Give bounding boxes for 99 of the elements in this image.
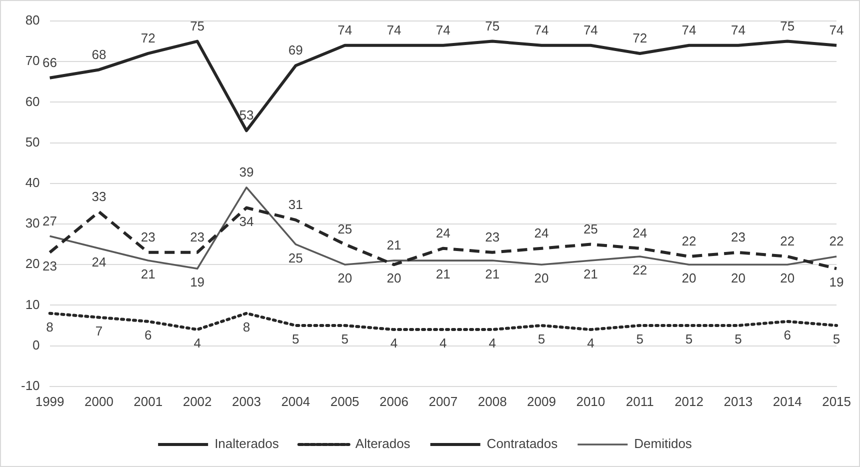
data-label: 74 xyxy=(583,22,598,38)
data-label: 20 xyxy=(780,270,795,286)
data-label: 5 xyxy=(636,332,644,347)
data-label: 21 xyxy=(140,266,156,282)
data-label: 24 xyxy=(534,225,549,240)
data-label: 39 xyxy=(239,164,254,180)
data-label: 34 xyxy=(239,214,254,229)
data-label: 22 xyxy=(780,234,795,249)
x-tick-label: 2013 xyxy=(724,394,753,409)
data-label: 75 xyxy=(780,18,795,34)
x-tick-label: 2001 xyxy=(134,394,163,409)
x-tick-label: 2014 xyxy=(772,394,802,409)
x-tick-label: 2006 xyxy=(380,394,408,409)
data-label: 72 xyxy=(632,30,648,46)
data-label: 74 xyxy=(829,22,844,38)
data-label: 20 xyxy=(534,270,549,286)
data-label: 20 xyxy=(386,270,402,286)
data-label: 66 xyxy=(42,54,58,70)
x-tick-label: 2004 xyxy=(281,394,310,409)
data-label: 24 xyxy=(92,254,106,270)
data-label: 19 xyxy=(829,274,844,290)
data-label: 74 xyxy=(682,22,696,38)
legend-label: Inalterados xyxy=(214,436,280,452)
data-label: 8 xyxy=(46,319,54,334)
data-label: 4 xyxy=(488,336,496,351)
data-label: 23 xyxy=(190,230,205,244)
data-label: 22 xyxy=(682,234,696,249)
legend-label: Demitidos xyxy=(634,436,692,452)
data-label: 33 xyxy=(92,188,106,204)
y-tick-label: 40 xyxy=(25,174,40,190)
data-label: 75 xyxy=(485,18,500,34)
y-tick-label: 10 xyxy=(25,296,40,312)
x-tick-label: 2010 xyxy=(576,394,606,409)
y-tick-label: 20 xyxy=(25,256,40,272)
data-label: 5 xyxy=(832,332,840,347)
data-label: 72 xyxy=(140,30,156,46)
y-tick-label: 50 xyxy=(25,134,40,150)
data-label: 20 xyxy=(682,270,696,286)
data-label: 5 xyxy=(538,332,546,347)
y-tick-label: 60 xyxy=(25,94,40,109)
data-label: 21 xyxy=(583,266,598,282)
data-label: 74 xyxy=(534,22,549,38)
x-tick-label: 2002 xyxy=(182,394,212,409)
data-label: 68 xyxy=(92,46,106,62)
data-label: 20 xyxy=(730,270,746,286)
data-label: 74 xyxy=(730,22,746,38)
data-label: 27 xyxy=(42,213,58,228)
legend-label: Contratados xyxy=(486,436,558,452)
data-label: 23 xyxy=(485,230,500,244)
data-label: 8 xyxy=(242,319,250,334)
y-tick-label: 80 xyxy=(25,12,40,28)
x-tick-label: 2012 xyxy=(674,394,704,409)
x-tick-label: 2003 xyxy=(232,394,261,409)
x-tick-label: 2005 xyxy=(330,394,360,409)
data-label: 4 xyxy=(440,336,447,351)
data-label: 21 xyxy=(386,238,402,253)
data-label: 6 xyxy=(144,328,152,343)
data-label: 5 xyxy=(292,332,300,347)
data-label: 4 xyxy=(587,336,594,351)
data-label: 22 xyxy=(829,234,844,249)
y-tick-label: 30 xyxy=(25,216,40,231)
data-label: 25 xyxy=(288,250,303,266)
data-label: 7 xyxy=(95,323,103,338)
x-tick-label: 2009 xyxy=(527,394,556,409)
data-label: 22 xyxy=(632,262,648,278)
data-label: 5 xyxy=(734,332,742,347)
data-label: 24 xyxy=(632,225,648,240)
data-label: 75 xyxy=(190,18,205,34)
x-tick-label: 2000 xyxy=(84,394,114,409)
y-tick-label: -10 xyxy=(20,378,40,393)
data-label: 74 xyxy=(386,22,402,38)
x-tick-label: 2008 xyxy=(478,394,507,409)
data-label: 74 xyxy=(436,22,450,38)
data-label: 21 xyxy=(436,266,450,282)
data-label: 6 xyxy=(784,328,791,343)
data-label: 69 xyxy=(288,42,303,58)
data-label: 19 xyxy=(190,274,205,290)
y-tick-label: 70 xyxy=(25,53,40,68)
data-label: 5 xyxy=(341,332,348,347)
data-label: 25 xyxy=(583,221,598,236)
legend-label: Alterados xyxy=(355,436,411,452)
data-label: 24 xyxy=(436,225,450,240)
x-tick-label: 2007 xyxy=(428,394,458,409)
data-label: 31 xyxy=(288,197,303,212)
data-label: 21 xyxy=(485,266,500,282)
data-label: 25 xyxy=(338,221,352,236)
data-label: 53 xyxy=(239,108,254,123)
x-tick-label: 1999 xyxy=(35,394,64,409)
data-label: 4 xyxy=(390,336,398,351)
x-tick-label: 2011 xyxy=(626,394,654,409)
data-label: 74 xyxy=(338,22,352,38)
data-label: 5 xyxy=(685,332,693,347)
data-label: 4 xyxy=(194,336,201,351)
data-label: 23 xyxy=(730,230,746,244)
x-tick-label: 2015 xyxy=(822,394,851,409)
data-label: 20 xyxy=(338,270,352,286)
data-label: 23 xyxy=(42,258,58,274)
data-label: 23 xyxy=(140,230,156,244)
y-tick-label: 0 xyxy=(32,337,40,352)
